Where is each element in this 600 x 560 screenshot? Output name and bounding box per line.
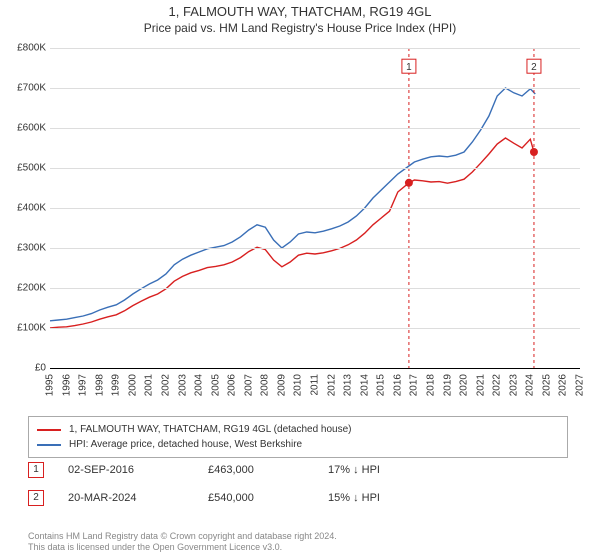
x-tick-label: 2004: [194, 374, 205, 396]
x-tick-label: 2015: [376, 374, 387, 396]
x-tick-label: 2013: [343, 374, 354, 396]
x-tick-label: 2020: [459, 374, 470, 396]
y-tick-label: £400K: [0, 203, 46, 214]
x-tick-label: 2027: [575, 374, 586, 396]
chart-container: 1, FALMOUTH WAY, THATCHAM, RG19 4GL Pric…: [0, 0, 600, 560]
marker-dot: [405, 179, 413, 187]
sale-delta: 15% ↓ HPI: [328, 492, 380, 504]
x-tick-label: 1996: [61, 374, 72, 396]
sale-row-2: 2 20-MAR-2024 £540,000 15% ↓ HPI: [28, 490, 580, 506]
legend-swatch: [37, 444, 61, 446]
gridline: [50, 248, 580, 249]
x-axis-labels: 1995199619971998199920002001200220032004…: [50, 372, 580, 412]
sale-marker-icon: 2: [28, 490, 44, 506]
gridline: [50, 128, 580, 129]
footer-line-2: This data is licensed under the Open Gov…: [28, 542, 580, 554]
x-tick-label: 2000: [127, 374, 138, 396]
marker-label: 1: [406, 62, 412, 73]
legend-row-property: 1, FALMOUTH WAY, THATCHAM, RG19 4GL (det…: [37, 422, 559, 437]
sale-date: 20-MAR-2024: [68, 492, 208, 504]
legend-label: HPI: Average price, detached house, West…: [69, 437, 302, 452]
x-tick-label: 1997: [78, 374, 89, 396]
y-tick-label: £100K: [0, 323, 46, 334]
y-tick-label: £200K: [0, 283, 46, 294]
x-tick-label: 2001: [144, 374, 155, 396]
x-tick-label: 2008: [260, 374, 271, 396]
marker-label: 2: [531, 62, 537, 73]
x-tick-label: 2019: [442, 374, 453, 396]
x-tick-label: 2024: [525, 374, 536, 396]
x-tick-label: 2023: [508, 374, 519, 396]
x-tick-label: 2002: [160, 374, 171, 396]
gridline: [50, 288, 580, 289]
x-tick-label: 2006: [227, 374, 238, 396]
sale-row-1: 1 02-SEP-2016 £463,000 17% ↓ HPI: [28, 462, 580, 478]
chart-title: 1, FALMOUTH WAY, THATCHAM, RG19 4GL: [0, 0, 600, 21]
x-tick-label: 2007: [243, 374, 254, 396]
legend-row-hpi: HPI: Average price, detached house, West…: [37, 437, 559, 452]
sale-marker-icon: 1: [28, 462, 44, 478]
x-tick-label: 2022: [492, 374, 503, 396]
gridline: [50, 88, 580, 89]
x-tick-label: 2005: [210, 374, 221, 396]
x-tick-label: 2021: [475, 374, 486, 396]
x-tick-label: 2009: [276, 374, 287, 396]
chart-plot-area: 12: [50, 48, 580, 369]
x-tick-label: 2010: [293, 374, 304, 396]
sale-delta: 17% ↓ HPI: [328, 464, 380, 476]
sale-price: £540,000: [208, 492, 328, 504]
x-tick-label: 2003: [177, 374, 188, 396]
x-tick-label: 1999: [111, 374, 122, 396]
x-tick-label: 2017: [409, 374, 420, 396]
y-tick-label: £800K: [0, 43, 46, 54]
legend: 1, FALMOUTH WAY, THATCHAM, RG19 4GL (det…: [28, 416, 568, 458]
x-tick-label: 2016: [392, 374, 403, 396]
x-tick-label: 1998: [94, 374, 105, 396]
legend-label: 1, FALMOUTH WAY, THATCHAM, RG19 4GL (det…: [69, 422, 352, 437]
y-tick-label: £300K: [0, 243, 46, 254]
footer-line-1: Contains HM Land Registry data © Crown c…: [28, 531, 580, 543]
marker-dot: [530, 148, 538, 156]
x-tick-label: 2018: [425, 374, 436, 396]
y-tick-label: £700K: [0, 83, 46, 94]
legend-swatch: [37, 429, 61, 431]
x-tick-label: 2011: [310, 374, 321, 396]
gridline: [50, 48, 580, 49]
gridline: [50, 168, 580, 169]
x-tick-label: 2012: [326, 374, 337, 396]
series-property: [50, 138, 534, 328]
y-tick-label: £500K: [0, 163, 46, 174]
y-tick-label: £600K: [0, 123, 46, 134]
x-tick-label: 2025: [541, 374, 552, 396]
footer: Contains HM Land Registry data © Crown c…: [28, 531, 580, 554]
gridline: [50, 208, 580, 209]
series-hpi: [50, 88, 535, 321]
sale-date: 02-SEP-2016: [68, 464, 208, 476]
chart-subtitle: Price paid vs. HM Land Registry's House …: [0, 21, 600, 39]
sale-price: £463,000: [208, 464, 328, 476]
x-tick-label: 2014: [359, 374, 370, 396]
y-tick-label: £0: [0, 363, 46, 374]
x-tick-label: 2026: [558, 374, 569, 396]
gridline: [50, 368, 580, 369]
gridline: [50, 328, 580, 329]
x-tick-label: 1995: [45, 374, 56, 396]
